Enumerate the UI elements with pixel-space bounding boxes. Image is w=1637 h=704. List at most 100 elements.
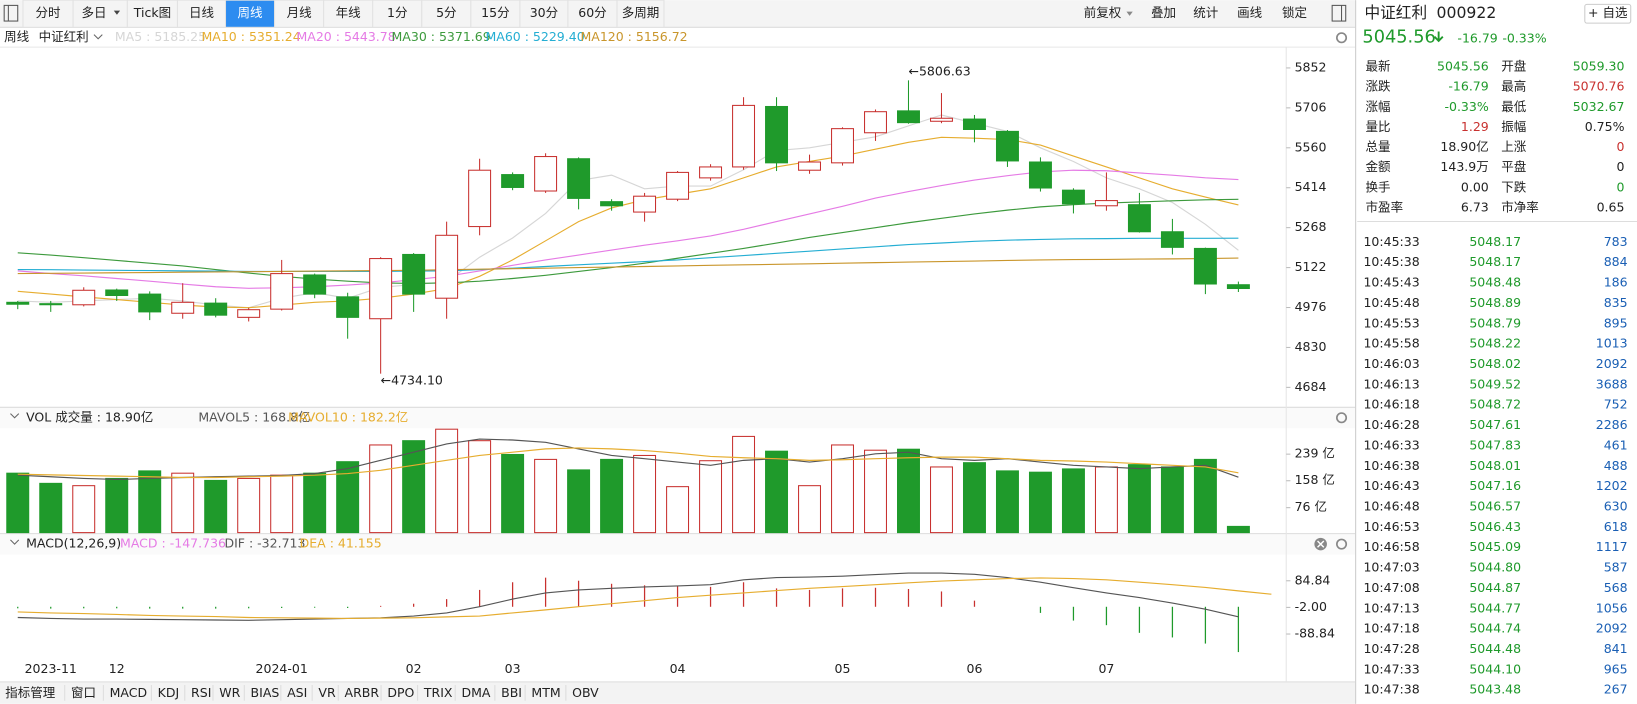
volume-bar <box>1061 468 1085 534</box>
gear[interactable] <box>1336 538 1348 550</box>
toolbar-label[interactable]: 统计 <box>1193 5 1218 20</box>
toolbar-label[interactable]: 周线 <box>238 5 264 20</box>
volume-bar <box>1160 466 1184 534</box>
candle-body <box>1193 247 1217 285</box>
tick-time: 10:47:33 <box>1363 661 1419 676</box>
tab-label[interactable]: BBI <box>501 685 522 700</box>
toolbar-button[interactable] <box>72 0 128 28</box>
index-name[interactable]: 中证红利 <box>39 29 89 44</box>
tick-volume: 1117 <box>1596 539 1628 554</box>
volume-bar <box>732 435 756 534</box>
x-tick-label: 06 <box>967 661 983 676</box>
toolbar-label[interactable]: 15分 <box>481 5 510 20</box>
toolbar-label[interactable]: 日线 <box>189 5 215 20</box>
toolbar-label[interactable]: 多周期 <box>622 5 660 20</box>
tick-time: 10:46:13 <box>1363 376 1419 391</box>
candle-body <box>929 117 953 122</box>
toolbar-label[interactable]: 30分 <box>530 5 559 20</box>
toolbar-button[interactable] <box>519 0 569 28</box>
quote-value: -16.79 <box>1448 79 1488 94</box>
collapse-arrows[interactable] <box>10 413 20 545</box>
toolbar-label[interactable]: 1分 <box>387 5 408 20</box>
vol-title: VOL 成交量 : 18.90亿 <box>26 409 153 424</box>
toolbar-label[interactable]: 叠加 <box>1151 5 1176 20</box>
close-cross <box>1317 540 1325 548</box>
toolbar-label[interactable]: Tick图 <box>133 5 171 20</box>
tab-label[interactable]: TRIX <box>423 685 453 700</box>
vol-header <box>0 407 1356 429</box>
toolbar-button[interactable] <box>176 0 227 28</box>
toolbar-label[interactable]: 年线 <box>336 5 362 20</box>
add-label[interactable]: + 自选 <box>1588 5 1628 20</box>
gear[interactable] <box>1336 32 1348 44</box>
tick-volume: 965 <box>1604 661 1628 676</box>
toolbar-label[interactable]: 月线 <box>287 5 313 20</box>
gear[interactable] <box>1336 412 1348 424</box>
x-tick-label: 12 <box>109 661 125 676</box>
tick-time: 10:46:53 <box>1363 519 1419 534</box>
volume-bar <box>962 462 986 534</box>
ma-line <box>17 237 1239 272</box>
tick-volume: 3688 <box>1596 376 1628 391</box>
toolbar-label[interactable]: 画线 <box>1237 5 1263 20</box>
tab-label[interactable]: DMA <box>461 685 490 700</box>
period-label: 周线 <box>4 29 30 44</box>
volume-bar <box>897 448 920 534</box>
toolbar-button[interactable] <box>616 0 665 28</box>
tab-label[interactable]: ARBR <box>345 685 380 700</box>
toolbar-button[interactable] <box>126 0 179 28</box>
tab-label[interactable]: ASI <box>287 685 307 700</box>
tick-price: 5048.17 <box>1469 254 1521 269</box>
toolbar-label[interactable]: 锁定 <box>1282 5 1307 20</box>
tick-time: 10:47:03 <box>1363 560 1419 575</box>
quote-label: 最新 <box>1366 58 1391 73</box>
quote-label: 市盈率 <box>1366 200 1404 215</box>
candle-body <box>72 289 96 306</box>
volume-bar <box>336 461 360 534</box>
tab-label[interactable]: VR <box>318 685 336 700</box>
candle-body <box>732 104 756 168</box>
chevron[interactable] <box>93 34 103 40</box>
tick-volume: 2092 <box>1596 621 1628 636</box>
tick-time: 10:45:58 <box>1363 336 1419 351</box>
volume-bar <box>1193 458 1217 534</box>
sidebar-icon[interactable] <box>3 4 19 22</box>
panel-icon[interactable] <box>1331 4 1347 22</box>
tab-label[interactable]: DPO <box>387 685 414 700</box>
quote-value: 0.65 <box>1597 200 1625 215</box>
tick-volume: 461 <box>1604 437 1628 452</box>
tab-label[interactable]: 指标管理 <box>5 685 56 700</box>
toolbar-label[interactable]: 多日 <box>81 5 106 20</box>
tick-volume: 752 <box>1604 397 1628 412</box>
quote-pct: -0.33% <box>1502 30 1546 45</box>
quote-value: 18.90亿 <box>1440 139 1488 154</box>
toolbar-label[interactable]: 分时 <box>36 5 62 20</box>
tab-label[interactable]: OBV <box>572 685 599 700</box>
toolbar-label[interactable]: 前复权 <box>1084 5 1122 20</box>
tick-volume: 1056 <box>1596 600 1628 615</box>
volume-bar <box>567 469 591 534</box>
candle-body <box>303 274 327 295</box>
toolbar-label[interactable]: 60分 <box>578 5 607 20</box>
macd-legend: DIF : -32.713 <box>224 536 305 551</box>
toolbar-button[interactable] <box>274 0 325 28</box>
toolbar-label[interactable]: 5分 <box>436 5 457 20</box>
volume-bar <box>204 479 228 534</box>
tab-label[interactable]: RSI <box>191 685 211 700</box>
tab-label[interactable]: WR <box>219 685 240 700</box>
tab-label[interactable]: MTM <box>531 685 560 700</box>
tab-label[interactable]: MACD <box>110 685 148 700</box>
tab-label[interactable]: KDJ <box>158 685 180 700</box>
add-button[interactable] <box>1584 3 1632 24</box>
y-tick-label: -88.84 <box>1295 626 1335 641</box>
volume-bar <box>171 472 195 534</box>
candle-body <box>699 166 723 179</box>
toolbar-button[interactable] <box>470 0 521 28</box>
volume-bar <box>468 440 492 534</box>
tab-label[interactable]: BIAS <box>251 685 280 700</box>
toolbar-button[interactable] <box>224 0 276 28</box>
tab-label[interactable]: 窗口 <box>71 685 96 700</box>
tick-volume: 186 <box>1604 275 1628 290</box>
toolbar-button[interactable] <box>323 0 374 28</box>
candle-body <box>1127 204 1151 233</box>
